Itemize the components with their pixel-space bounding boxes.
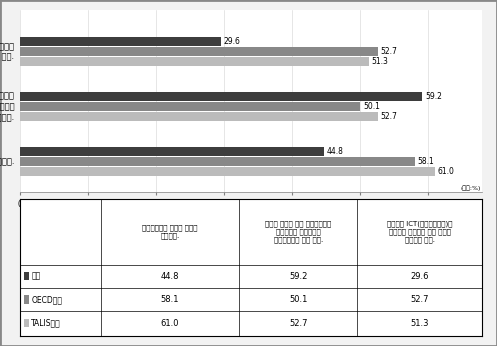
Text: 59.2: 59.2 [289,272,308,281]
Text: 52.7: 52.7 [289,319,308,328]
Text: 51.3: 51.3 [371,57,388,66]
Bar [20,167,434,176]
Text: 44.8: 44.8 [161,272,179,281]
Text: 29.6: 29.6 [224,37,241,46]
FancyBboxPatch shape [23,272,29,280]
FancyBboxPatch shape [23,319,29,327]
Text: 학생들이 ICT(정보통신기술)를
사용하여 프로젝트 또는 과제를
수행하게 한다.: 학생들이 ICT(정보통신기술)를 사용하여 프로젝트 또는 과제를 수행하게 … [387,220,452,244]
Text: 59.2: 59.2 [425,92,442,101]
Text: 문제나 과제에 대한 공동해결책을
찾아내도록 학생들에게
소그룹활동을 하게 한다.: 문제나 과제에 대한 공동해결책을 찾아내도록 학생들에게 소그룹활동을 하게 … [265,220,331,244]
Bar [20,102,360,111]
Text: 51.3: 51.3 [411,319,429,328]
Bar [20,57,369,66]
Text: 50.1: 50.1 [289,295,308,304]
Text: (단위:%): (단위:%) [460,186,481,191]
Text: 52.7: 52.7 [381,112,398,121]
Text: 52.7: 52.7 [411,295,429,304]
Text: 50.1: 50.1 [363,102,380,111]
Bar [20,147,325,156]
Text: 52.7: 52.7 [381,47,398,56]
Text: OECD평균: OECD평균 [31,295,63,304]
Text: 44.8: 44.8 [327,147,344,156]
Text: 61.0: 61.0 [437,167,454,176]
Text: 29.6: 29.6 [411,272,429,281]
FancyBboxPatch shape [23,295,29,303]
Bar [20,157,415,166]
Text: 61.0: 61.0 [161,319,179,328]
Bar [20,37,221,46]
Text: TALIS평균: TALIS평균 [31,319,61,328]
Text: 58.1: 58.1 [417,157,434,166]
Text: 한국: 한국 [31,272,41,281]
Bar [20,47,378,56]
Bar [20,112,378,121]
Text: 58.1: 58.1 [161,295,179,304]
Text: 비판적사고를 요하는 과제를
제공한다.: 비판적사고를 요하는 과제를 제공한다. [142,224,198,239]
Bar [20,92,422,101]
